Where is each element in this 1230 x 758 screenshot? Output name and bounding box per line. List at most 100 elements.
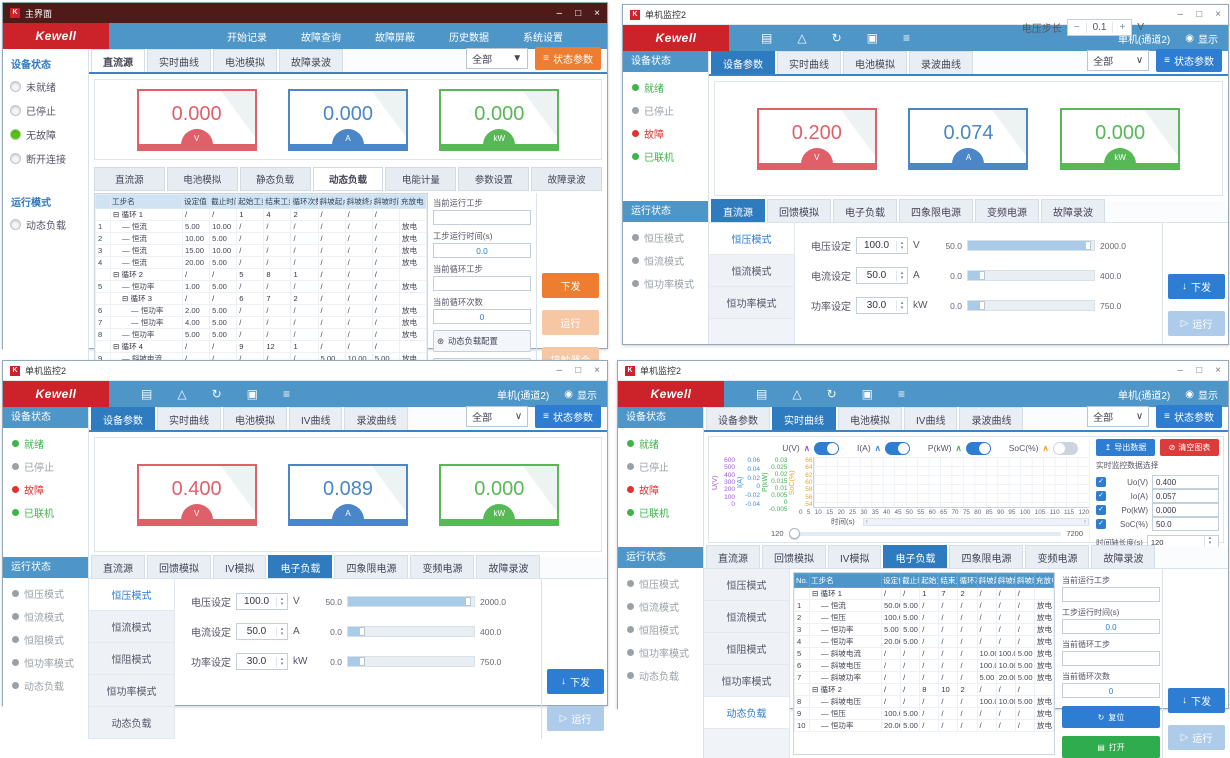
report-icon[interactable]: ▤ <box>761 31 773 45</box>
menu-item[interactable]: 系统设置 <box>523 32 563 44</box>
close-button[interactable]: × <box>1215 365 1221 376</box>
toggle-switch[interactable] <box>884 441 910 455</box>
action-button-0[interactable]: ↓ 下发 <box>1168 688 1225 713</box>
function-tab-2[interactable]: 静态负载 <box>239 167 311 191</box>
tab-3[interactable]: IV曲线 <box>289 407 343 430</box>
spin-down-icon[interactable]: ▾ <box>280 660 284 667</box>
minimize-button[interactable]: – <box>1177 9 1184 20</box>
spinner-icon[interactable]: ▴ ▾ <box>276 626 287 637</box>
display-button[interactable]: ◉ 显示 <box>564 388 597 402</box>
menu-item[interactable]: 故障屏蔽 <box>375 32 415 44</box>
tab-0[interactable]: 设备参数 <box>711 51 775 74</box>
tab-1[interactable]: 回馈模拟 <box>147 555 211 578</box>
spin-down-icon[interactable]: ▾ <box>280 630 284 637</box>
mode-tab-2[interactable]: 恒功率模式 <box>709 287 794 319</box>
filter-dropdown[interactable]: 全部 ∨ <box>1087 50 1150 71</box>
menu-item[interactable]: 开始记录 <box>227 32 267 44</box>
spin-up-icon[interactable]: ▴ <box>280 595 284 602</box>
action-button-0[interactable]: ↓ 下发 <box>547 669 604 694</box>
value-input[interactable]: 100.0 ▴ ▾ <box>856 237 908 254</box>
mode-item[interactable]: 断开连接 <box>3 142 88 165</box>
list-icon[interactable]: ≡ <box>902 31 910 45</box>
tab-2[interactable]: IV模拟 <box>828 545 882 568</box>
scroll-left-icon[interactable]: ‹ <box>865 518 868 525</box>
function-tab-6[interactable]: 故障录波 <box>531 167 603 191</box>
table-row[interactable]: 1— 恒流 5.00 10.00// / / / / 放电 <box>95 220 427 233</box>
table-row[interactable]: ⊟ 循环 4//9 12 1// / <box>95 340 427 353</box>
function-tab-0[interactable]: 直流源 <box>94 167 165 191</box>
function-tab-3[interactable]: 动态负载 <box>312 167 384 191</box>
spin-down-icon[interactable]: ▾ <box>900 274 904 281</box>
filter-dropdown[interactable]: 全部 ▼ <box>466 48 529 69</box>
tab-2[interactable]: 电池模拟 <box>838 407 902 430</box>
value-input[interactable]: 30.0 ▴ ▾ <box>236 653 288 670</box>
mode-tab-2[interactable]: 恒阻模式 <box>704 633 789 665</box>
checkbox-icon[interactable]: ✓ <box>1096 519 1106 529</box>
filter-dropdown[interactable]: 全部 ∨ <box>1087 406 1150 427</box>
table-row[interactable]: 7— 恒功率 4.00 5.00// / / / / 放电 <box>95 316 427 329</box>
tab-5[interactable]: 变频电源 <box>410 555 475 578</box>
value-input[interactable]: 30.0 ▴ ▾ <box>856 297 908 314</box>
alarm-icon[interactable]: △ <box>797 31 807 45</box>
mode-tab-0[interactable]: 恒压模式 <box>89 579 174 611</box>
checkbox-icon[interactable]: ✓ <box>1096 477 1106 487</box>
filter-dropdown[interactable]: 全部 ∨ <box>466 406 529 427</box>
chart-scrollbar[interactable]: ‹ › <box>862 517 1089 526</box>
slider[interactable] <box>347 656 475 667</box>
spinner-icon[interactable]: ▴ ▾ <box>276 595 287 607</box>
monitor-icon[interactable]: ▣ <box>861 387 873 401</box>
mode-item[interactable]: 未就绪 <box>3 70 88 94</box>
tab-1[interactable]: 回馈模拟 <box>767 199 831 222</box>
open-button[interactable]: ▤ 打开 <box>1062 736 1160 758</box>
maximize-button[interactable]: □ <box>575 7 582 19</box>
slider[interactable] <box>967 270 1095 281</box>
report-icon[interactable]: ▤ <box>756 387 768 401</box>
tab-3[interactable]: 电子负载 <box>268 555 333 578</box>
plot-area[interactable] <box>813 457 1089 508</box>
tab-2[interactable]: 电池模拟 <box>213 49 277 72</box>
status-params-button[interactable]: ≡ 状态参数 <box>535 405 601 428</box>
mode-tab-2[interactable]: 恒阻模式 <box>89 643 174 675</box>
scroll-right-icon[interactable]: › <box>1084 518 1086 525</box>
tab-3[interactable]: IV曲线 <box>904 407 958 430</box>
slider-handle-icon[interactable] <box>979 271 986 280</box>
spin-up-icon[interactable]: ▴ <box>900 239 904 246</box>
slider-handle-icon[interactable] <box>359 627 366 636</box>
spin-up-icon[interactable]: ▴ <box>900 269 904 276</box>
slider[interactable] <box>347 596 475 607</box>
tab-4[interactable]: 变频电源 <box>975 199 1039 222</box>
slider-handle-icon[interactable] <box>1085 241 1092 250</box>
clear-chart-button[interactable]: ⊘ 清空图表 <box>1160 439 1219 456</box>
tab-1[interactable]: 回馈模拟 <box>762 545 826 568</box>
mode-tab-1[interactable]: 恒流模式 <box>89 611 174 643</box>
refresh-icon[interactable]: ↻ <box>826 387 837 401</box>
slider[interactable] <box>967 240 1095 251</box>
tab-4[interactable]: 录波曲线 <box>344 407 409 430</box>
step-value[interactable]: 0.1 <box>1092 22 1107 33</box>
display-button[interactable]: ◉ 显示 <box>1185 388 1218 402</box>
slider-handle-icon[interactable] <box>359 657 366 666</box>
tab-5[interactable]: 变频电源 <box>1025 545 1090 568</box>
action-button-1[interactable]: ▷ 运行 <box>547 706 604 731</box>
list-icon[interactable]: ≡ <box>897 387 905 401</box>
tab-3[interactable]: 录波曲线 <box>909 51 973 74</box>
monitor-icon[interactable]: ▣ <box>246 387 258 401</box>
spin-down-icon[interactable]: ▾ <box>900 244 904 251</box>
mode-tab-1[interactable]: 恒流模式 <box>704 601 789 633</box>
table-row[interactable]: 5— 恒功率 1.00 5.00// / / / / 放电 <box>95 280 427 293</box>
checkbox-icon[interactable]: ✓ <box>1096 491 1106 501</box>
maximize-button[interactable]: □ <box>1196 365 1203 376</box>
tab-2[interactable]: 电池模拟 <box>843 51 907 74</box>
mode-tab-0[interactable]: 恒压模式 <box>704 569 789 601</box>
tab-0[interactable]: 直流源 <box>706 545 760 568</box>
mode-tab-4[interactable]: 动态负载 <box>704 697 789 729</box>
slider[interactable] <box>967 300 1095 311</box>
function-tab-4[interactable]: 电能计量 <box>385 167 457 191</box>
mode-tab-0[interactable]: 恒压模式 <box>709 223 794 255</box>
table-row[interactable]: ⊟ 循环 1//1 4 2// / <box>95 208 427 221</box>
menu-item[interactable]: 历史数据 <box>449 32 489 44</box>
